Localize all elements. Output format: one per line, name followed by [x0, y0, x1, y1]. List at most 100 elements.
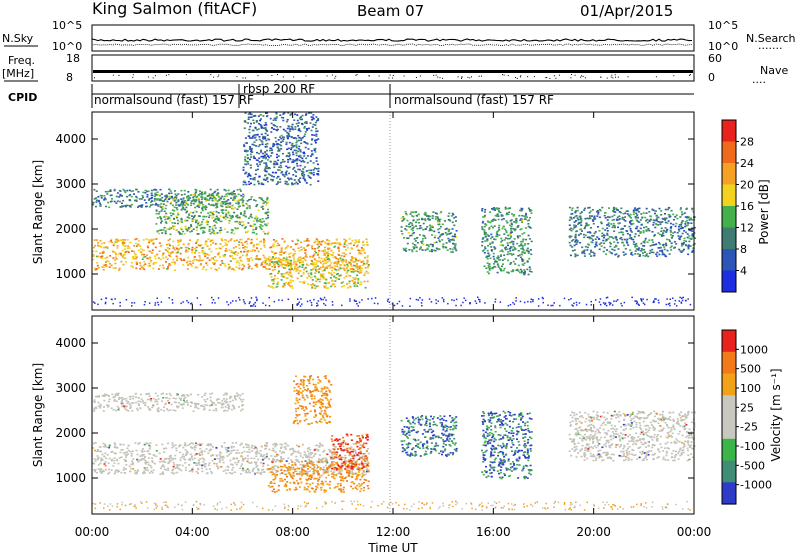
- echo-point: [184, 462, 187, 464]
- echo-point: [108, 468, 110, 471]
- echo-point: [165, 457, 168, 460]
- echo-point: [295, 270, 298, 272]
- echo-point: [596, 210, 599, 212]
- echo-point: [295, 260, 298, 263]
- echo-point: [151, 194, 154, 197]
- echo-point: [618, 218, 621, 220]
- echo-point: [352, 264, 355, 267]
- echo-point: [298, 139, 300, 142]
- echo-point: [179, 233, 181, 235]
- echo-point: [521, 233, 524, 235]
- echo-point: [186, 261, 188, 264]
- echo-point: [282, 174, 285, 176]
- echo-point: [295, 175, 297, 177]
- echo-point: [651, 248, 654, 251]
- echo-point: [162, 257, 165, 259]
- echo-point: [162, 206, 165, 208]
- echo-point: [681, 232, 684, 235]
- echo-point: [425, 228, 427, 230]
- echo-point: [124, 257, 127, 259]
- echo-point: [288, 178, 291, 181]
- echo-point: [217, 297, 220, 299]
- echo-point: [264, 146, 267, 148]
- echo-point: [255, 228, 257, 230]
- nave-point: [94, 77, 95, 79]
- echo-point: [196, 266, 199, 269]
- echo-point: [510, 226, 513, 228]
- echo-point: [620, 228, 623, 231]
- echo-point: [683, 248, 685, 251]
- echo-point: [132, 257, 135, 260]
- echo-point: [317, 174, 320, 176]
- echo-point: [263, 266, 266, 268]
- echo-point: [575, 220, 577, 222]
- echo-point: [232, 466, 235, 469]
- echo-point: [122, 205, 125, 207]
- echo-point: [628, 237, 631, 240]
- echo-point: [249, 198, 252, 201]
- echo-point: [339, 267, 342, 270]
- echo-point: [143, 470, 146, 473]
- echo-point: [231, 267, 234, 270]
- echo-point: [496, 207, 498, 209]
- echo-point: [289, 272, 292, 275]
- echo-point: [374, 297, 377, 299]
- echo-point: [521, 260, 524, 263]
- echo-point: [431, 245, 434, 248]
- echo-point: [122, 244, 125, 246]
- echo-point: [266, 198, 268, 201]
- echo-point: [632, 209, 635, 212]
- echo-point: [526, 261, 529, 263]
- echo-point: [245, 150, 248, 153]
- echo-point: [173, 206, 176, 209]
- echo-point: [518, 271, 521, 274]
- echo-point: [448, 241, 451, 243]
- echo-point: [308, 275, 311, 277]
- echo-point: [181, 201, 184, 203]
- echo-point: [347, 265, 349, 267]
- echo-point: [642, 230, 645, 232]
- echo-point: [691, 251, 694, 253]
- echo-point: [421, 238, 424, 240]
- echo-point: [166, 247, 169, 249]
- echo-point: [630, 217, 632, 219]
- echo-point: [113, 259, 116, 261]
- echo-point: [167, 264, 170, 267]
- echo-point: [669, 246, 672, 249]
- echo-point: [276, 285, 279, 288]
- echo-point: [113, 459, 116, 462]
- echo-point: [401, 305, 404, 307]
- echo-point: [277, 150, 280, 152]
- echo-point: [156, 253, 159, 256]
- nave-point: [461, 76, 463, 78]
- echo-point: [173, 197, 176, 199]
- echo-point: [508, 252, 511, 255]
- echo-point: [352, 268, 355, 271]
- nave-point: [502, 74, 503, 76]
- echo-point: [550, 304, 552, 307]
- echo-point: [322, 263, 325, 265]
- echo-point: [414, 240, 417, 242]
- echo-point: [371, 297, 373, 300]
- echo-point: [158, 211, 161, 213]
- echo-point: [271, 285, 274, 288]
- echo-point: [507, 259, 509, 262]
- echo-point: [260, 140, 263, 142]
- echo-point: [287, 283, 290, 285]
- echo-point: [237, 199, 240, 202]
- echo-point: [574, 254, 577, 257]
- echo-point: [579, 241, 582, 244]
- echo-point: [490, 225, 493, 228]
- echo-point: [608, 225, 611, 227]
- echo-point: [506, 221, 509, 224]
- echo-point: [481, 241, 484, 243]
- echo-point: [188, 470, 191, 472]
- echo-point: [228, 214, 231, 217]
- echo-point: [274, 257, 277, 259]
- echo-point: [262, 261, 265, 263]
- echo-point: [200, 227, 202, 230]
- echo-point: [231, 255, 234, 257]
- echo-point: [525, 212, 527, 215]
- echo-point: [530, 212, 533, 214]
- echo-point: [507, 207, 510, 210]
